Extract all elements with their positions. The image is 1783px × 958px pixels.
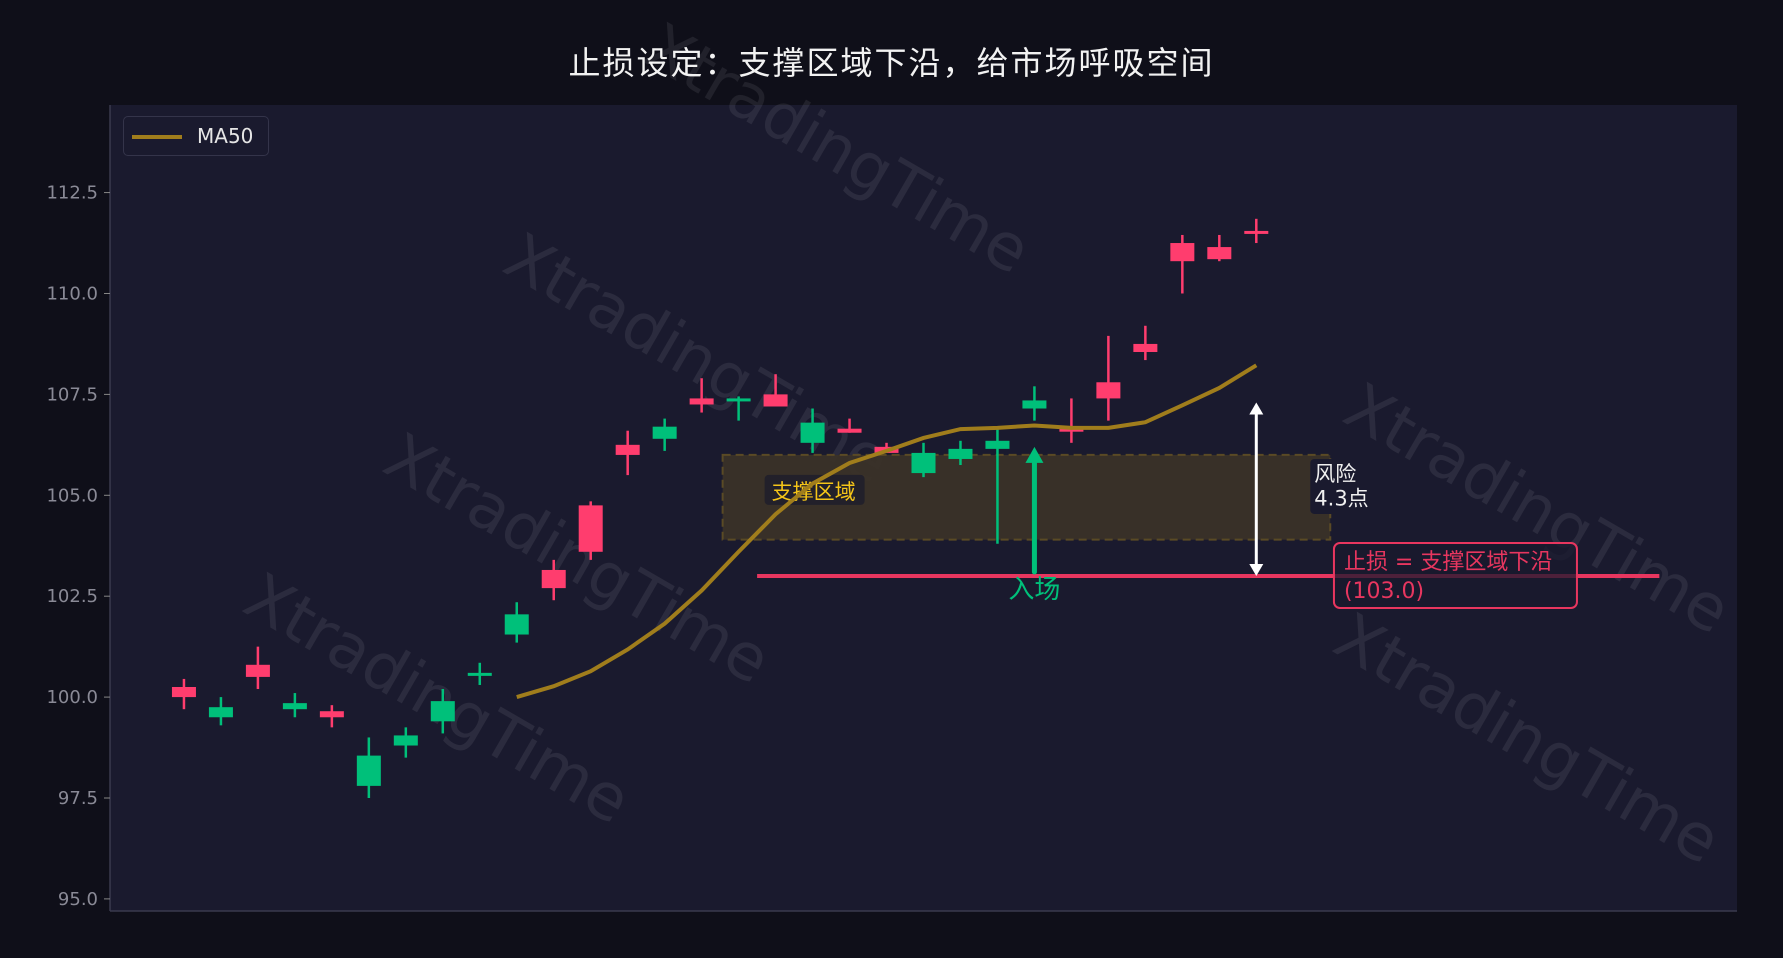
risk-label-bg: [1310, 458, 1371, 514]
risk-arrow-head-top: [1249, 402, 1264, 415]
candle-body: [245, 664, 270, 677]
stop-loss-label: 止损 = 支撑区域下沿: [1344, 550, 1552, 575]
candle-body: [800, 422, 825, 443]
candle-body: [948, 448, 973, 459]
chart-title: 止损设定：支撑区域下沿，给市场呼吸空间: [568, 44, 1215, 82]
candle-body: [763, 394, 788, 407]
risk-label-line1: 风险: [1314, 462, 1356, 486]
candle-body: [504, 614, 529, 635]
candle-body: [1244, 230, 1269, 234]
legend-ma50-label: MA50: [197, 124, 254, 148]
candle-body: [837, 428, 862, 433]
candle-body: [1207, 247, 1232, 260]
risk-label-line2: 4.3点: [1314, 486, 1368, 510]
candle-body: [356, 755, 381, 786]
y-tick-label: 102.5: [46, 586, 98, 607]
stop-loss-label-box: [1332, 542, 1578, 610]
candle-body: [1096, 382, 1121, 399]
ma50-line: [516, 363, 1258, 700]
candle-body: [282, 703, 307, 710]
candle-body: [1170, 243, 1195, 262]
entry-label: 入场: [1008, 575, 1060, 605]
candle-body: [689, 398, 714, 405]
y-tick-label: 97.5: [58, 788, 98, 809]
legend: MA50: [123, 116, 269, 156]
y-tick-label: 100.0: [46, 687, 98, 708]
candle-body: [430, 701, 455, 722]
candle-body: [171, 686, 196, 698]
candle-body: [652, 426, 677, 439]
candle-body: [208, 707, 233, 718]
candle-body: [1133, 343, 1158, 353]
candle-body: [578, 505, 603, 552]
candle-body: [541, 569, 566, 589]
stop-loss-value: (103.0): [1344, 579, 1424, 604]
y-tick-label: 112.5: [46, 183, 98, 204]
entry-arrow-head: [1025, 446, 1044, 463]
candle-body: [467, 672, 492, 676]
candle-body: [911, 452, 936, 474]
support-zone-label-bg: [764, 474, 865, 505]
candle-body: [726, 398, 751, 402]
y-tick-label: 107.5: [46, 384, 98, 405]
y-tick-label: 105.0: [46, 485, 98, 506]
candle-body: [1022, 400, 1047, 409]
candle-body: [615, 444, 640, 455]
candle-body: [319, 711, 344, 718]
y-tick-label: 95.0: [58, 889, 98, 910]
candle-body: [1059, 428, 1084, 432]
candle-body: [985, 440, 1010, 449]
candle-body: [393, 735, 418, 746]
y-tick-label: 110.0: [46, 283, 98, 304]
risk-arrow-head-bottom: [1249, 564, 1264, 577]
legend-ma50-swatch: [132, 135, 182, 139]
